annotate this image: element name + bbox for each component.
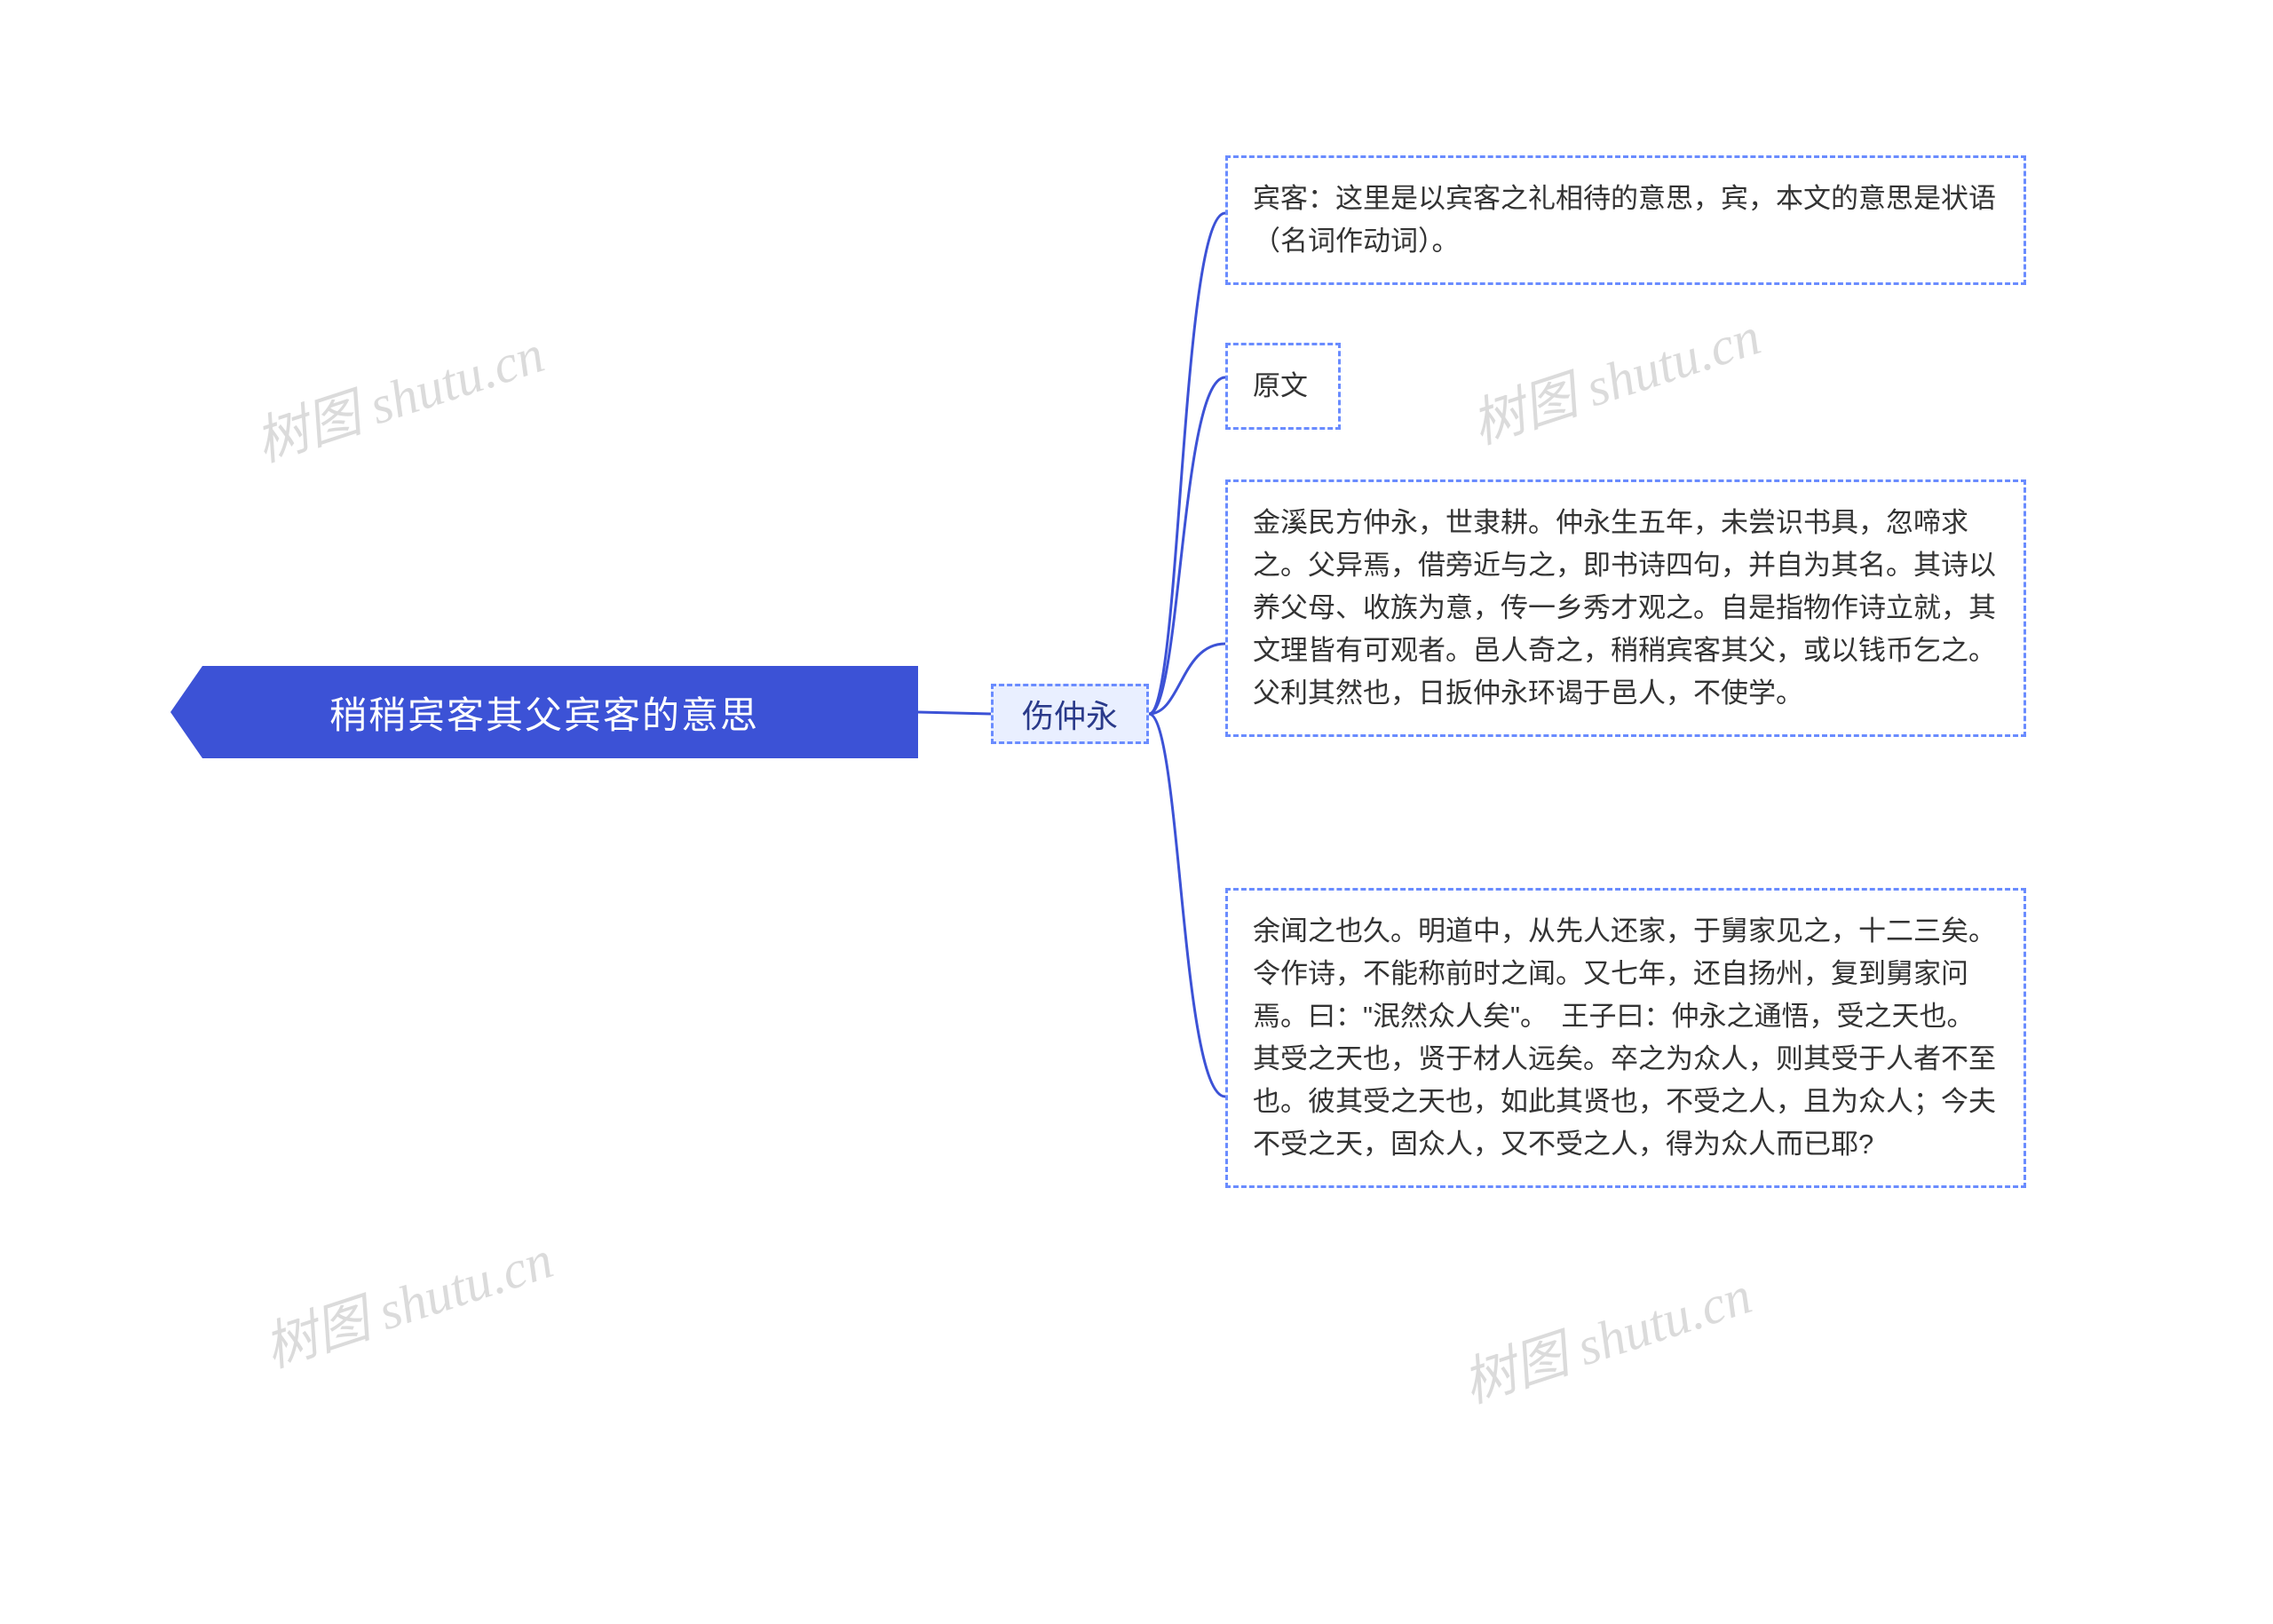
- root-node[interactable]: 稍稍宾客其父宾客的意思: [170, 666, 918, 758]
- watermark: 树图 shutu.cn: [253, 1216, 561, 1382]
- watermark: 树图 shutu.cn: [244, 311, 552, 477]
- leaf-node[interactable]: 原文: [1225, 343, 1341, 430]
- watermark: 树图 shutu.cn: [1452, 1252, 1760, 1418]
- leaf-node[interactable]: 余闻之也久。明道中，从先人还家，于舅家见之，十二三矣。令作诗，不能称前时之闻。又…: [1225, 888, 2026, 1188]
- branch-node[interactable]: 伤仲永: [991, 684, 1149, 744]
- leaf-node[interactable]: 金溪民方仲永，世隶耕。仲永生五年，未尝识书具，忽啼求之。父异焉，借旁近与之，即书…: [1225, 479, 2026, 737]
- mindmap-canvas: 树图 shutu.cn 树图 shutu.cn 树图 shutu.cn 树图 s…: [0, 0, 2273, 1624]
- leaf-node[interactable]: 宾客：这里是以宾客之礼相待的意思，宾，本文的意思是状语（名词作动词）。: [1225, 155, 2026, 285]
- watermark: 树图 shutu.cn: [1461, 293, 1769, 459]
